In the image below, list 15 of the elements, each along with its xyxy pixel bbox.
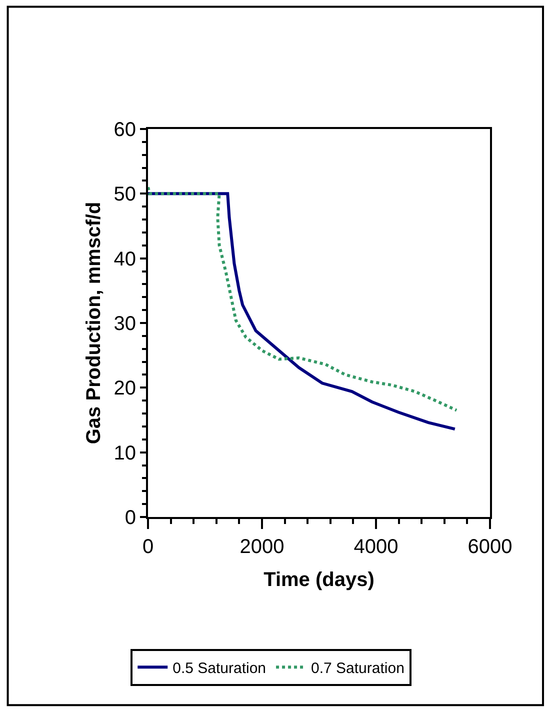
y-tick-label: 40: [114, 248, 136, 270]
y-axis-title: Gas Production, mmscf/d: [82, 202, 105, 444]
legend-label: 0.5 Saturation: [172, 660, 266, 678]
legend-label: 0.7 Saturation: [311, 660, 404, 678]
y-tick-label: 10: [114, 442, 136, 464]
y-tick-label: 50: [114, 184, 136, 206]
y-tick-label: 0: [124, 507, 136, 529]
x-tick-label: 4000: [354, 536, 398, 558]
y-tick-label: 60: [114, 119, 136, 141]
x-axis-title: Time (days): [264, 569, 374, 591]
x-tick-label: 6000: [468, 536, 512, 558]
y-tick-label: 20: [114, 378, 136, 400]
y-tick-label: 30: [114, 313, 136, 335]
x-tick-label: 2000: [240, 536, 284, 558]
x-tick-label: 0: [142, 536, 154, 558]
